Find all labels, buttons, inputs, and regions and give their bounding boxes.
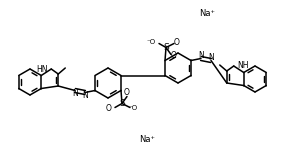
Text: ⁻O: ⁻O: [147, 40, 156, 45]
Text: O: O: [106, 104, 112, 113]
Text: N: N: [198, 51, 204, 60]
Text: O: O: [174, 38, 180, 47]
Text: N: N: [82, 91, 88, 100]
Text: HN: HN: [36, 64, 47, 74]
Text: Na⁺: Na⁺: [199, 10, 215, 19]
Text: N: N: [72, 89, 78, 98]
Text: NH: NH: [238, 61, 249, 71]
Text: S: S: [163, 43, 169, 52]
Text: O: O: [124, 88, 130, 97]
Text: O: O: [171, 51, 177, 60]
Text: ⁻O: ⁻O: [128, 106, 138, 111]
Text: Na⁺: Na⁺: [139, 135, 155, 145]
Text: N: N: [208, 53, 214, 62]
Text: S: S: [119, 99, 125, 108]
